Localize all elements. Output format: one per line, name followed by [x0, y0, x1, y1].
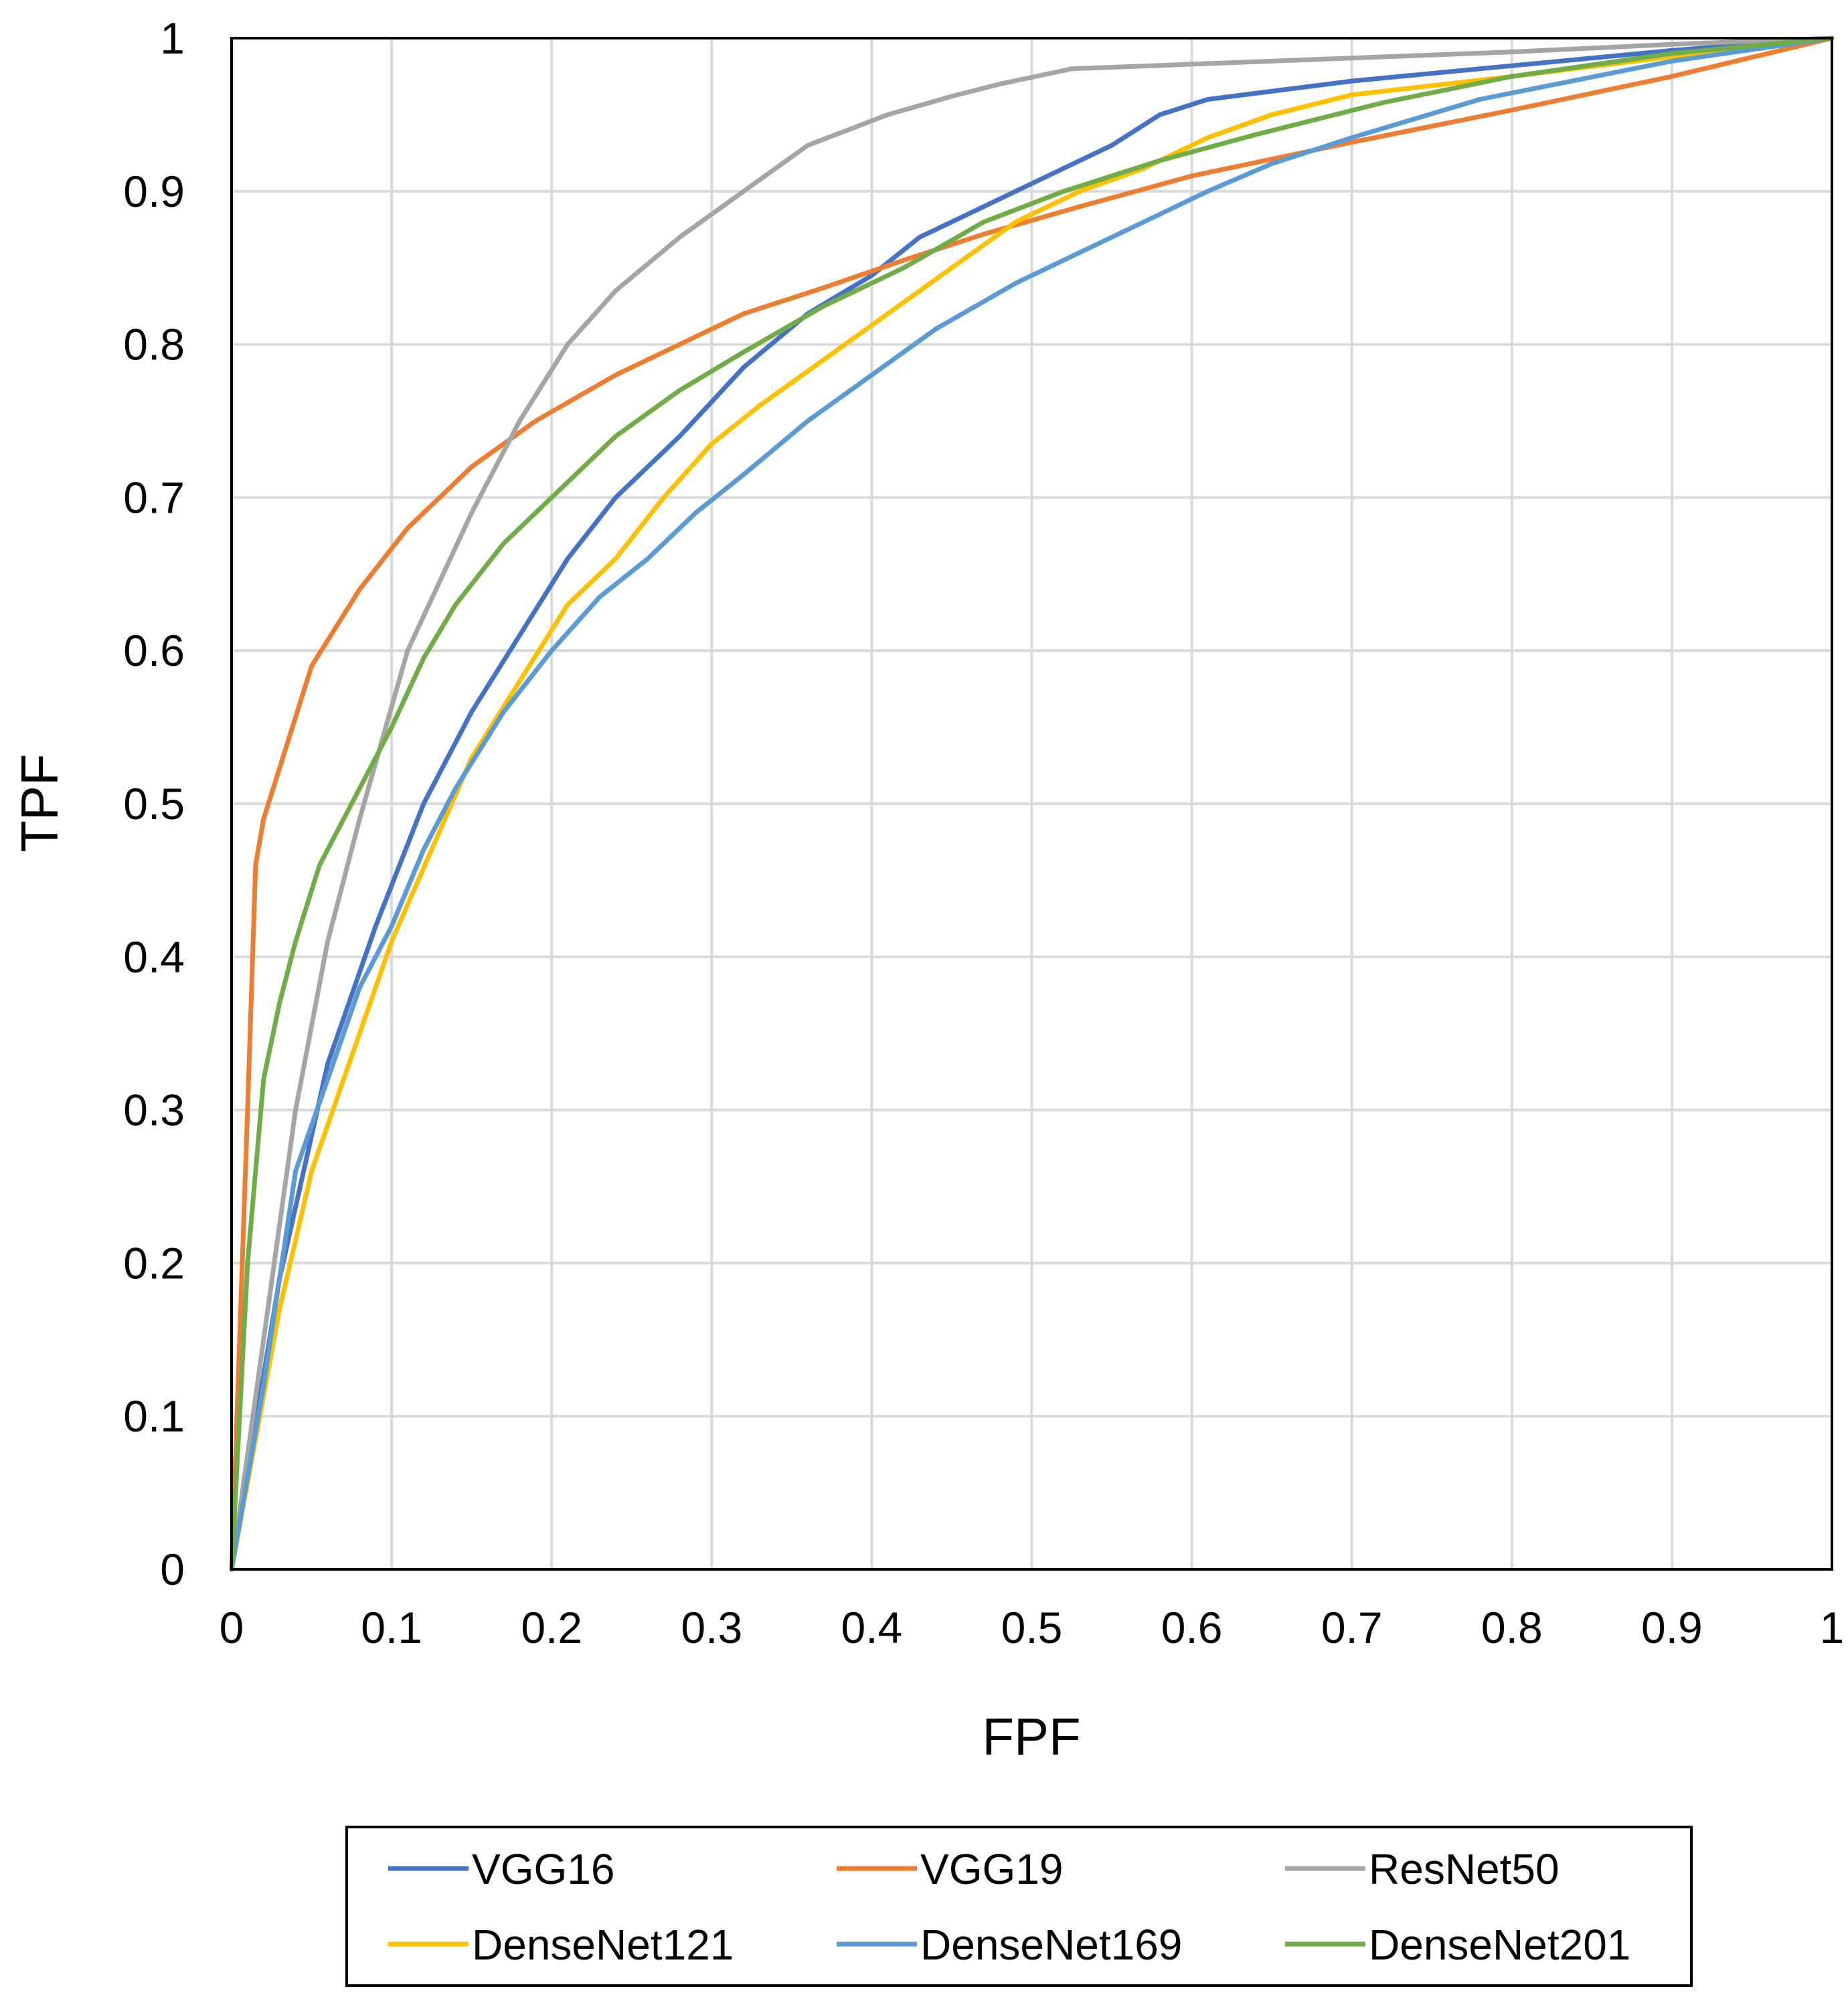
y-tick-label: 0.6	[123, 626, 185, 675]
x-tick-label: 0.2	[521, 1603, 582, 1652]
y-tick-label: 0	[160, 1545, 185, 1594]
plot-area-border	[230, 37, 1833, 1571]
series-line-densenet121	[229, 35, 1835, 1572]
legend: VGG16 VGG19 ResNet50 DenseNet121 DenseNet169…	[345, 1826, 1693, 1987]
x-tick-label: 0	[220, 1603, 244, 1652]
series-line-resnet50	[229, 35, 1835, 1572]
y-tick-label: 0.5	[123, 779, 185, 829]
x-tick-label: 1	[1820, 1603, 1845, 1652]
x-axis-tick-labels: 0 0.1 0.2 0.3 0.4 0.5 0.6 0.7 0.8 0.9 1	[220, 1603, 1845, 1652]
legend-box	[345, 1826, 1693, 1987]
y-tick-label: 0.2	[123, 1238, 185, 1288]
x-tick-label: 0.4	[841, 1603, 903, 1652]
x-tick-label: 0.5	[1001, 1603, 1063, 1652]
legend-label-densenet201: DenseNet201	[1369, 1921, 1630, 1969]
series-lines	[229, 35, 1835, 1572]
legend-label-densenet121: DenseNet121	[472, 1921, 734, 1969]
legend-label-vgg19: VGG19	[920, 1845, 1063, 1893]
series-line-densenet201	[229, 35, 1835, 1572]
y-axis-tick-labels: 0 0.1 0.2 0.3 0.4 0.5 0.6 0.7 0.8 0.9 1	[123, 13, 185, 1594]
legend-label-resnet50: ResNet50	[1369, 1845, 1560, 1893]
x-tick-label: 0.8	[1481, 1603, 1543, 1652]
y-tick-label: 1	[160, 13, 185, 63]
x-tick-label: 0.6	[1161, 1603, 1223, 1652]
y-tick-label: 0.7	[123, 472, 185, 522]
y-tick-label: 0.4	[123, 932, 185, 982]
legend-label-vgg16: VGG16	[472, 1845, 614, 1893]
x-tick-label: 0.7	[1321, 1603, 1383, 1652]
x-tick-label: 0.1	[361, 1603, 422, 1652]
series-line-densenet169	[229, 35, 1835, 1572]
x-tick-label: 0.9	[1641, 1603, 1703, 1652]
y-axis-title: TPF	[10, 754, 69, 852]
y-tick-label: 0.1	[123, 1391, 185, 1441]
y-tick-label: 0.9	[123, 167, 185, 216]
legend-label-densenet169: DenseNet169	[920, 1921, 1182, 1969]
y-tick-label: 0.3	[123, 1085, 185, 1135]
y-tick-label: 0.8	[123, 320, 185, 369]
x-tick-label: 0.3	[681, 1603, 742, 1652]
x-axis-title: FPF	[982, 1707, 1080, 1766]
